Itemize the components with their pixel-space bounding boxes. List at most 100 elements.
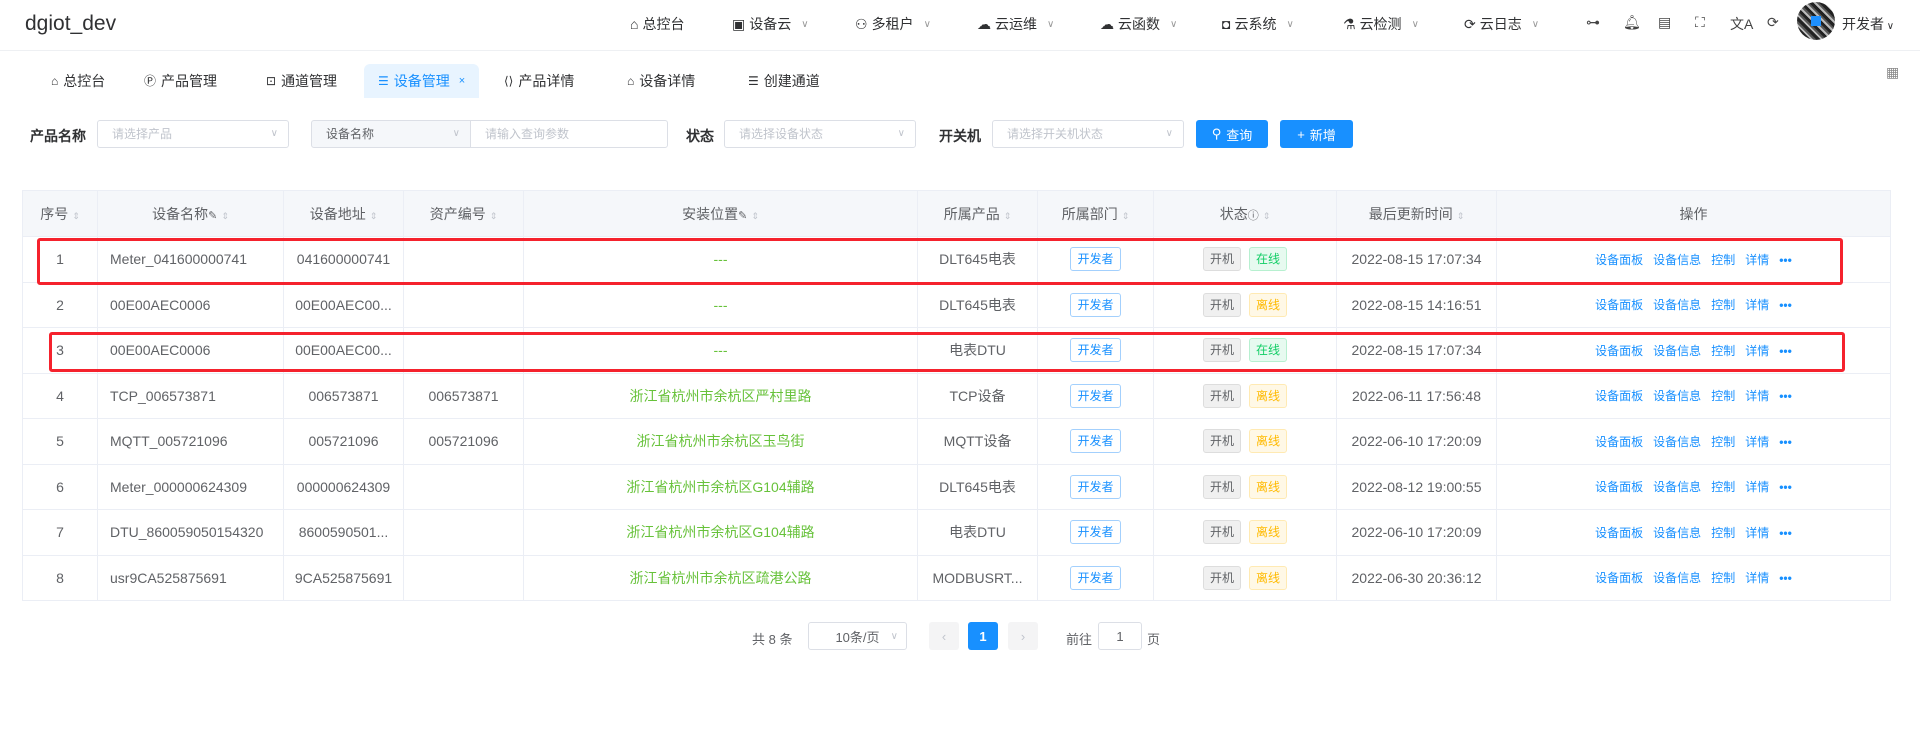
- more-icon[interactable]: •••: [1779, 298, 1792, 313]
- action-link-3[interactable]: 详情: [1745, 434, 1770, 449]
- column-header-4[interactable]: 安装位置✎ ⇕: [523, 190, 918, 237]
- grid-menu-icon[interactable]: ▦: [1886, 64, 1900, 80]
- more-icon[interactable]: •••: [1779, 389, 1792, 404]
- field-select[interactable]: 设备名称 ∨: [311, 120, 471, 148]
- more-icon[interactable]: •••: [1779, 252, 1792, 267]
- user-menu[interactable]: 开发者 ∨: [1842, 14, 1894, 34]
- nav-item-1[interactable]: ▣ 设备云 ∨: [732, 14, 809, 34]
- sort-icon[interactable]: ⇕: [1121, 210, 1130, 221]
- action-link-1[interactable]: 设备信息: [1653, 480, 1702, 495]
- action-link-3[interactable]: 详情: [1745, 480, 1770, 495]
- sort-icon[interactable]: ⇕: [221, 210, 229, 221]
- nav-item-6[interactable]: ⚗ 云检测 ∨: [1343, 14, 1419, 34]
- action-link-2[interactable]: 控制: [1711, 298, 1736, 313]
- action-link-1[interactable]: 设备信息: [1653, 571, 1702, 586]
- action-link-2[interactable]: 控制: [1711, 434, 1736, 449]
- prev-page-button[interactable]: ‹: [929, 622, 959, 650]
- sort-icon[interactable]: ⇕: [489, 210, 498, 221]
- sort-icon[interactable]: ⇕: [72, 210, 80, 221]
- column-header-8[interactable]: 最后更新时间 ⇕: [1336, 190, 1497, 237]
- page-1-button[interactable]: 1: [968, 622, 998, 650]
- column-header-0[interactable]: 序号 ⇕: [22, 190, 98, 237]
- tab-5[interactable]: ⌂ 设备详情: [627, 64, 695, 98]
- nav-item-3[interactable]: ☁ 云运维 ∨: [977, 14, 1054, 34]
- action-link-0[interactable]: 设备面板: [1595, 525, 1644, 540]
- action-link-3[interactable]: 详情: [1745, 571, 1770, 586]
- bell-icon[interactable]: 🔔︎: [1623, 14, 1641, 30]
- cell-no: 7: [22, 509, 98, 556]
- nav-item-0[interactable]: ⌂ 总控台: [630, 14, 684, 34]
- tab-1[interactable]: Ⓟ 产品管理: [144, 64, 217, 98]
- page-size-select[interactable]: 10条/页 ∨: [808, 622, 907, 650]
- cell-actions: 设备面板 设备信息 控制 详情 •••: [1496, 555, 1891, 601]
- tab-2[interactable]: ⊡ 通道管理: [266, 64, 337, 98]
- action-link-1[interactable]: 设备信息: [1653, 343, 1702, 358]
- tab-3[interactable]: ☰ 设备管理 ×: [364, 64, 480, 98]
- action-link-2[interactable]: 控制: [1711, 252, 1736, 267]
- more-icon[interactable]: •••: [1779, 480, 1792, 495]
- action-link-2[interactable]: 控制: [1711, 480, 1736, 495]
- product-select[interactable]: 请选择产品 ∨: [97, 120, 289, 148]
- nav-item-7[interactable]: ⟳ 云日志 ∨: [1464, 14, 1539, 34]
- action-link-3[interactable]: 详情: [1745, 298, 1770, 313]
- action-link-2[interactable]: 控制: [1711, 571, 1736, 586]
- column-header-2[interactable]: 设备地址 ⇕: [283, 190, 404, 237]
- column-header-1[interactable]: 设备名称✎ ⇕: [97, 190, 284, 237]
- nav-item-4[interactable]: ☁ 云函数 ∨: [1100, 14, 1177, 34]
- action-link-2[interactable]: 控制: [1711, 525, 1736, 540]
- search-button[interactable]: ⚲ 查询: [1196, 120, 1268, 148]
- action-link-1[interactable]: 设备信息: [1653, 389, 1702, 404]
- column-header-5[interactable]: 所属产品 ⇕: [917, 190, 1038, 237]
- action-link-2[interactable]: 控制: [1711, 343, 1736, 358]
- action-link-3[interactable]: 详情: [1745, 389, 1770, 404]
- org-tree-icon[interactable]: ⊶: [1586, 14, 1600, 30]
- column-header-7[interactable]: 状态ⓘ ⇕: [1153, 190, 1337, 237]
- status-select[interactable]: 请选择设备状态 ∨: [724, 120, 916, 148]
- action-link-0[interactable]: 设备面板: [1595, 298, 1644, 313]
- tab-4[interactable]: ⟨⟩ 产品详情: [504, 64, 574, 98]
- code-icon: ⟨⟩: [504, 74, 514, 88]
- column-header-3[interactable]: 资产编号 ⇕: [403, 190, 524, 237]
- query-input[interactable]: 请输入查询参数: [470, 120, 668, 148]
- nav-item-2[interactable]: ⚇ 多租户 ∨: [855, 14, 931, 34]
- sort-icon[interactable]: ⇕: [751, 210, 759, 221]
- more-icon[interactable]: •••: [1779, 434, 1792, 449]
- column-header-6[interactable]: 所属部门 ⇕: [1037, 190, 1154, 237]
- action-link-0[interactable]: 设备面板: [1595, 480, 1644, 495]
- action-link-3[interactable]: 详情: [1745, 343, 1770, 358]
- action-link-0[interactable]: 设备面板: [1595, 389, 1644, 404]
- action-link-1[interactable]: 设备信息: [1653, 434, 1702, 449]
- translate-icon[interactable]: 文A: [1730, 16, 1754, 32]
- more-icon[interactable]: •••: [1779, 525, 1792, 540]
- tab-6[interactable]: ☰ 创建通道: [748, 64, 820, 98]
- action-link-3[interactable]: 详情: [1745, 252, 1770, 267]
- power-select[interactable]: 请选择开关机状态 ∨: [992, 120, 1184, 148]
- sort-icon[interactable]: ⇕: [1003, 210, 1012, 221]
- more-icon[interactable]: •••: [1779, 343, 1792, 358]
- action-link-3[interactable]: 详情: [1745, 525, 1770, 540]
- action-link-1[interactable]: 设备信息: [1653, 298, 1702, 313]
- nav-item-5[interactable]: ◘ 云系统 ∨: [1222, 14, 1294, 34]
- sort-icon[interactable]: ⇕: [369, 210, 378, 221]
- sort-icon[interactable]: ⇕: [1456, 210, 1465, 221]
- fullscreen-icon[interactable]: ⛶: [1695, 14, 1705, 30]
- action-link-0[interactable]: 设备面板: [1595, 434, 1644, 449]
- sort-icon[interactable]: ⇕: [1262, 210, 1271, 221]
- action-link-0[interactable]: 设备面板: [1595, 252, 1644, 267]
- next-page-button[interactable]: ›: [1008, 622, 1038, 650]
- action-link-0[interactable]: 设备面板: [1595, 571, 1644, 586]
- action-link-1[interactable]: 设备信息: [1653, 252, 1702, 267]
- close-icon[interactable]: ×: [458, 75, 466, 87]
- action-link-0[interactable]: 设备面板: [1595, 343, 1644, 358]
- action-link-2[interactable]: 控制: [1711, 389, 1736, 404]
- refresh-icon[interactable]: ⟳: [1767, 14, 1779, 30]
- action-link-1[interactable]: 设备信息: [1653, 525, 1702, 540]
- add-button[interactable]: + 新增: [1280, 120, 1353, 148]
- avatar[interactable]: [1797, 2, 1835, 40]
- cloud-function-icon: ☁: [1100, 15, 1114, 32]
- tab-0[interactable]: ⌂ 总控台: [51, 64, 105, 98]
- cell-time: 2022-06-11 17:56:48: [1336, 373, 1497, 419]
- goto-page-input[interactable]: 1: [1098, 622, 1142, 650]
- more-icon[interactable]: •••: [1779, 571, 1792, 586]
- document-icon[interactable]: ▤: [1658, 14, 1672, 30]
